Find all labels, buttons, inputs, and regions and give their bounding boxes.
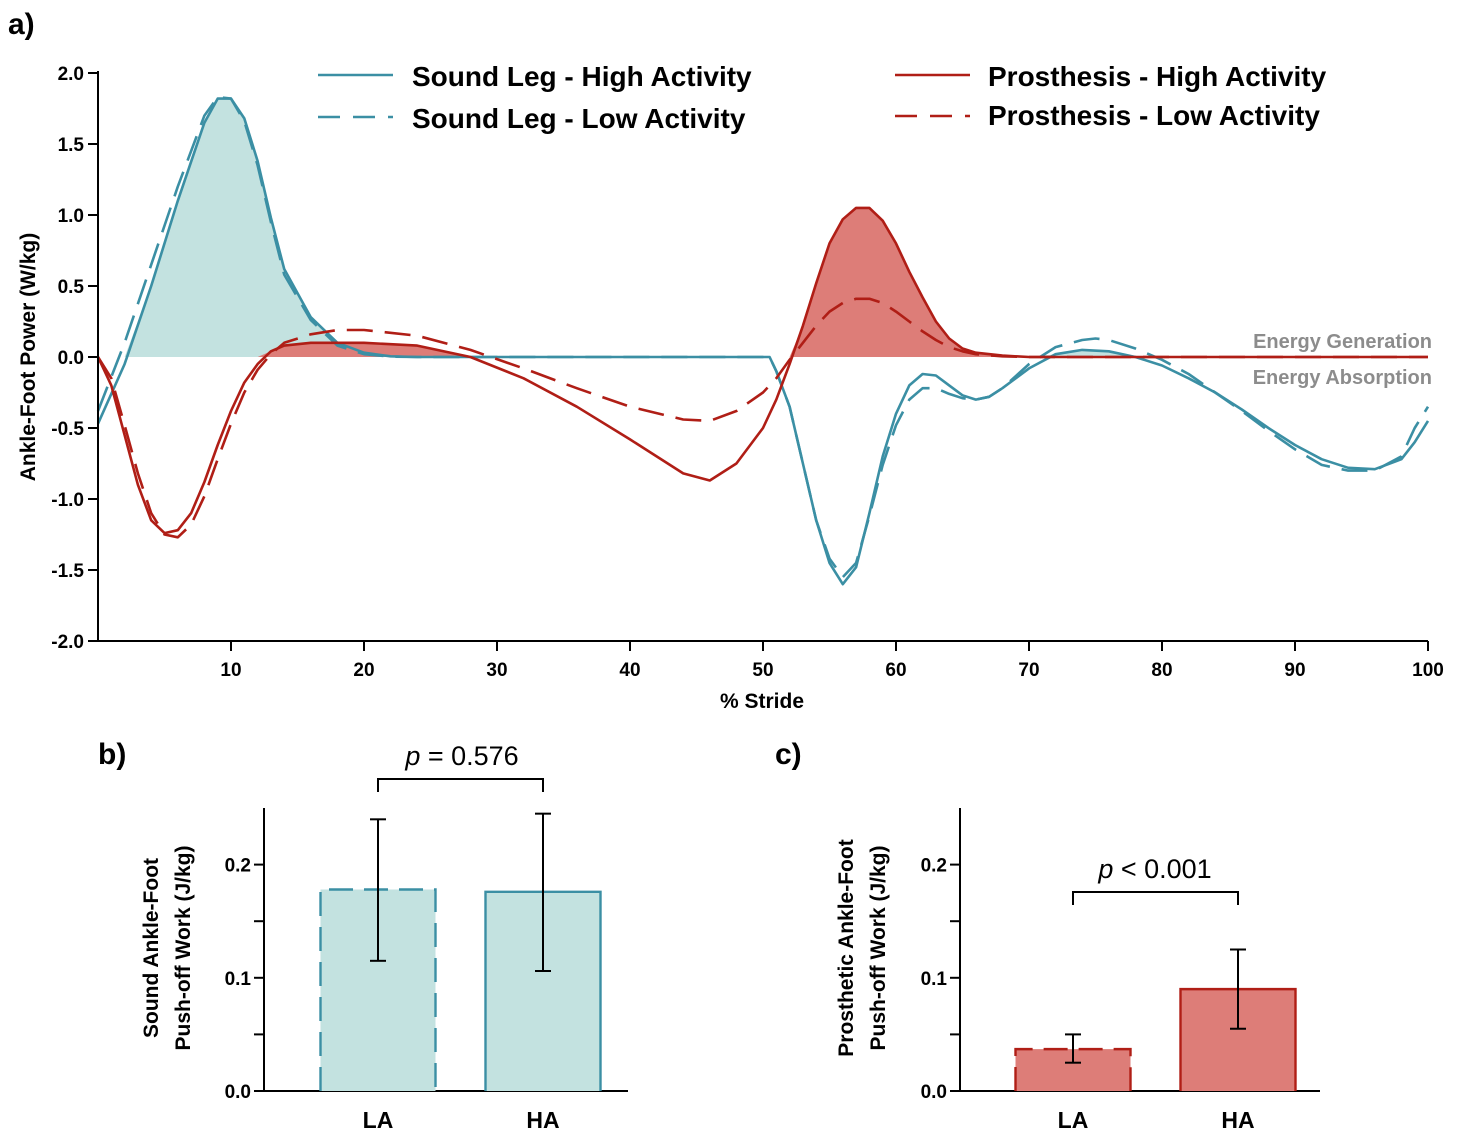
category-label-LA: LA <box>363 1107 394 1133</box>
legend-label-sound-low: Sound Leg - Low Activity <box>412 103 746 134</box>
y-axis-label-b-line2: Push-off Work (J/kg) <box>172 846 195 1051</box>
x-tick-labels: 10 20 30 40 50 60 70 80 90 100 <box>220 660 1443 681</box>
series-line-1 <box>96 95 1430 579</box>
panel-c-plot: 0.0 0.1 0.2 LA HA <box>921 808 1320 1133</box>
p-symbol-c: p <box>1097 854 1113 884</box>
category-label-HA: HA <box>526 1107 559 1133</box>
x-tick-label: 50 <box>752 660 773 681</box>
x-tick-label: 90 <box>1284 660 1305 681</box>
y-tick-label: -1.5 <box>51 561 84 582</box>
series-lines <box>96 95 1430 586</box>
series-line-2 <box>96 206 1428 535</box>
panel-b-letter: b) <box>98 738 126 771</box>
legend-label-prosthesis-low: Prosthesis - Low Activity <box>988 100 1320 131</box>
y-tick-label: 0.5 <box>58 277 85 298</box>
area-fills <box>98 98 1428 357</box>
x-tick-label: 40 <box>619 660 640 681</box>
x-tick-label: 60 <box>885 660 906 681</box>
y-tick-label: -0.5 <box>51 419 84 440</box>
panel-a-letter: a) <box>8 8 35 41</box>
category-label-LA: LA <box>1058 1107 1089 1133</box>
panel-c: c) 0.0 0.1 0.2 LA HA p < 0.001 Prosthetic An… <box>775 738 1320 1133</box>
y-tick-label: 0.0 <box>58 348 84 369</box>
y-tick-label: 1.0 <box>58 206 84 227</box>
panel-b-plot: 0.0 0.1 0.2 LA HA <box>225 778 628 1133</box>
p-value-text-c: < 0.001 <box>1113 854 1211 884</box>
p-value-b: p = 0.576 <box>404 741 518 771</box>
energy-absorption-label: Energy Absorption <box>1253 367 1432 389</box>
panel-c-letter: c) <box>775 738 802 771</box>
energy-generation-label: Energy Generation <box>1253 331 1432 353</box>
legend: Sound Leg - High Activity Sound Leg - Lo… <box>318 61 1327 134</box>
y-tick-label: 0.1 <box>225 969 252 990</box>
panel-b: b) 0.0 0.1 0.2 LA HA p = 0.576 Sound Ankle-F… <box>98 738 628 1133</box>
y-tick-label: -2.0 <box>51 632 84 653</box>
x-tick-label: 80 <box>1151 660 1172 681</box>
x-axis-label: % Stride <box>720 690 804 713</box>
x-tick-label: 30 <box>486 660 507 681</box>
legend-label-prosthesis-high: Prosthesis - High Activity <box>988 61 1327 92</box>
legend-label-sound-high: Sound Leg - High Activity <box>412 61 752 92</box>
panel-a: a) 2.0 1.5 1.0 0.5 0.0 -0.5 -1.0 -1.5 -2.0 10 20 3… <box>8 8 1444 713</box>
y-tick-label: 0.0 <box>225 1082 251 1103</box>
y-tick-label: 1.5 <box>58 135 85 156</box>
x-tick-label: 20 <box>353 660 374 681</box>
y-axis-label-c-line1: Prosthetic Ankle-Foot <box>835 839 858 1056</box>
y-tick-labels: 2.0 1.5 1.0 0.5 0.0 -0.5 -1.0 -1.5 -2.0 <box>51 64 84 653</box>
significance-bracket <box>1072 891 1239 905</box>
y-tick-label: -1.0 <box>51 490 84 511</box>
significance-bracket <box>377 778 544 792</box>
x-tick-label: 100 <box>1412 660 1444 681</box>
x-tick-label: 10 <box>220 660 241 681</box>
y-tick-label: 0.2 <box>225 856 251 877</box>
series-line-3 <box>96 297 1428 539</box>
category-label-HA: HA <box>1221 1107 1254 1133</box>
y-tick-label: 2.0 <box>58 64 84 85</box>
p-value-c: p < 0.001 <box>1097 854 1211 884</box>
y-axis-label: Ankle-Foot Power (W/kg) <box>17 233 40 482</box>
y-tick-label: 0.1 <box>921 969 948 990</box>
x-tick-label: 70 <box>1018 660 1039 681</box>
y-axis-label-b-line1: Sound Ankle-Foot <box>140 858 163 1038</box>
y-tick-label: 0.2 <box>921 856 947 877</box>
area-fill-0 <box>98 98 1428 357</box>
y-tick-label: 0.0 <box>921 1082 947 1103</box>
bar-outline-LA <box>1014 1047 1132 1091</box>
p-value-text-b: = 0.576 <box>420 741 518 771</box>
p-symbol-b: p <box>404 741 420 771</box>
axes <box>88 71 1429 651</box>
y-axis-label-c-line2: Push-off Work (J/kg) <box>867 846 890 1051</box>
